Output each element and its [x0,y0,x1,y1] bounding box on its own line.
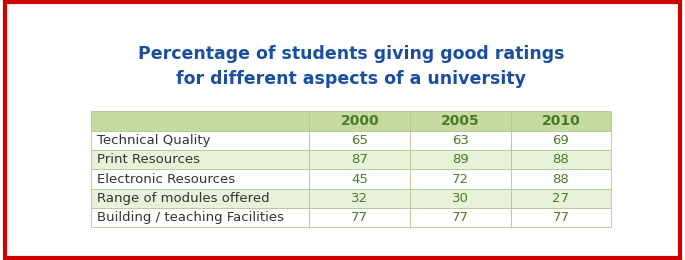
Bar [410,111,510,131]
Bar [510,189,611,208]
Bar [410,169,510,189]
Bar [410,189,510,208]
Text: 72: 72 [452,173,469,186]
Bar [91,111,310,131]
Text: Range of modules offered: Range of modules offered [97,192,270,205]
Bar [91,189,310,208]
Text: 87: 87 [351,153,368,166]
Text: 2000: 2000 [340,114,379,128]
Text: 65: 65 [351,134,368,147]
Bar [510,169,611,189]
Bar [310,189,410,208]
Text: Building / teaching Facilities: Building / teaching Facilities [97,211,284,224]
Bar [310,131,410,150]
Bar [310,169,410,189]
Text: 63: 63 [452,134,469,147]
Bar [310,150,410,169]
Bar [510,111,611,131]
Text: Print Resources: Print Resources [97,153,200,166]
Bar [91,150,310,169]
Text: 30: 30 [452,192,469,205]
Text: 88: 88 [553,153,569,166]
Bar [310,208,410,228]
Text: 77: 77 [452,211,469,224]
Bar [510,150,611,169]
Text: 69: 69 [553,134,569,147]
Text: 77: 77 [552,211,569,224]
Text: Electronic Resources: Electronic Resources [97,173,236,186]
Text: 88: 88 [553,173,569,186]
Text: Percentage of students giving good ratings
for different aspects of a university: Percentage of students giving good ratin… [138,45,564,88]
Bar [510,131,611,150]
Bar [310,111,410,131]
Bar [410,150,510,169]
Text: Technical Quality: Technical Quality [97,134,211,147]
Bar [410,208,510,228]
Bar [91,208,310,228]
Text: 45: 45 [351,173,368,186]
Text: 89: 89 [452,153,469,166]
Text: 2005: 2005 [441,114,479,128]
Text: 27: 27 [552,192,569,205]
Text: 2010: 2010 [542,114,580,128]
Bar [410,131,510,150]
Text: 32: 32 [351,192,369,205]
Text: 77: 77 [351,211,369,224]
Bar [91,169,310,189]
Bar [510,208,611,228]
Bar [91,131,310,150]
